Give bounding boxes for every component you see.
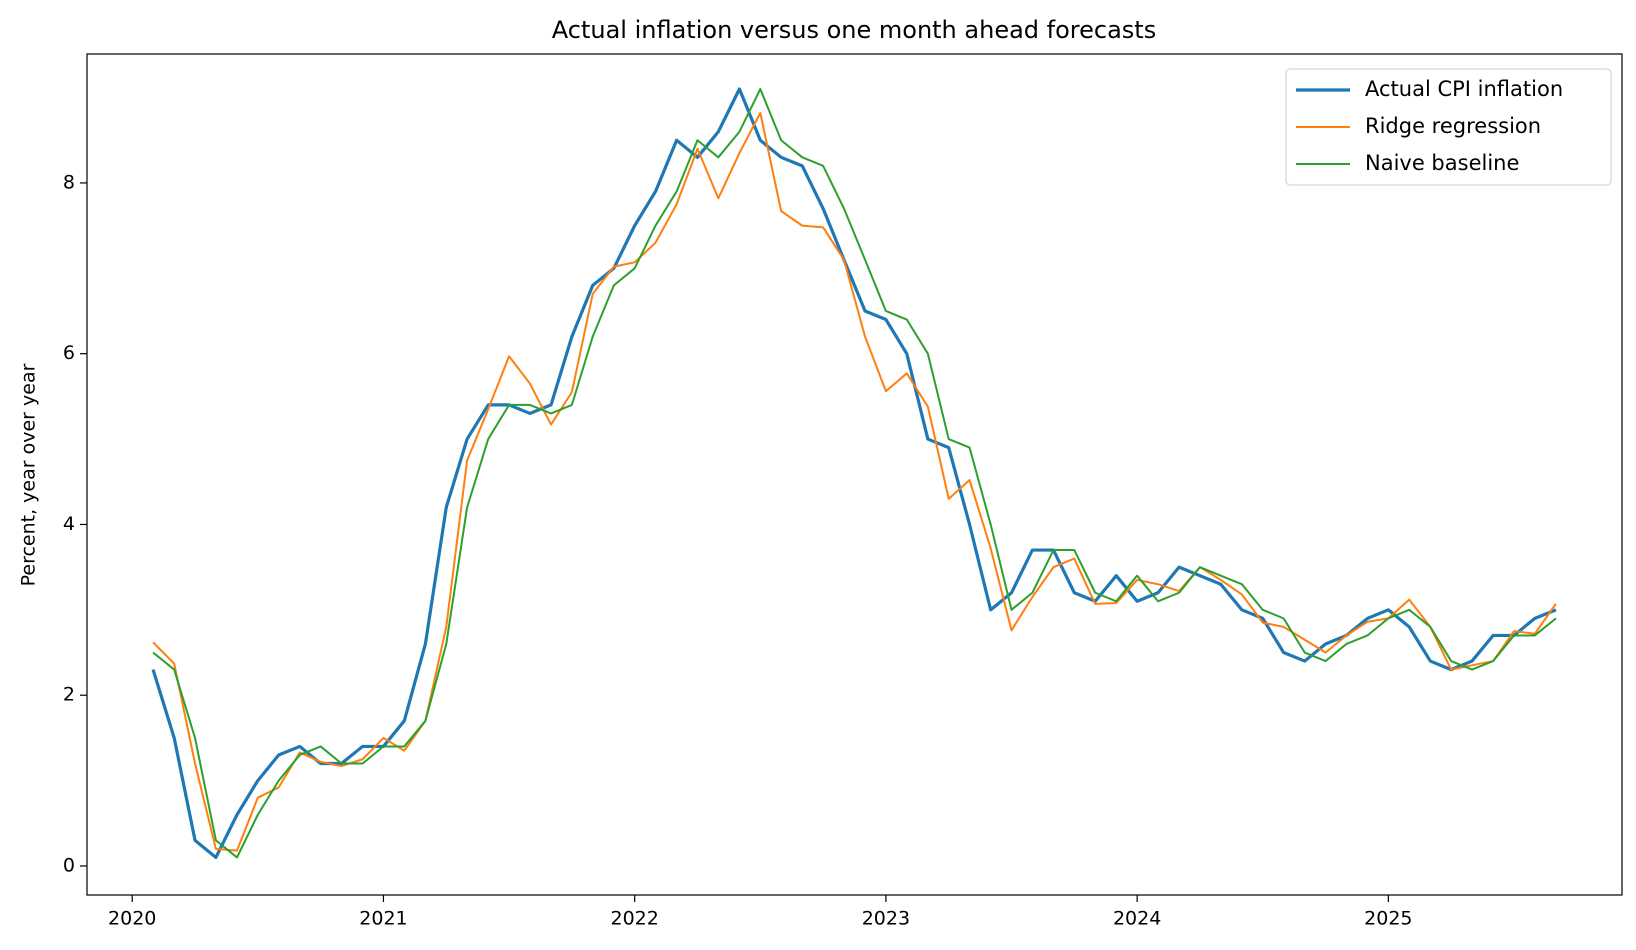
legend-label: Ridge regression: [1365, 114, 1541, 138]
legend-label: Naive baseline: [1365, 151, 1519, 175]
y-tick-label: 0: [63, 854, 75, 876]
x-tick-label: 2020: [108, 908, 156, 930]
y-axis-label: Percent, year over year: [18, 363, 40, 586]
legend-box: [1285, 68, 1612, 186]
x-tick-label: 2025: [1364, 908, 1412, 930]
y-tick-label: 8: [63, 171, 75, 193]
x-tick-label: 2023: [862, 908, 910, 930]
plot-frame: [86, 53, 1623, 896]
legend: Actual CPI inflation Ridge regression Naiv…: [1285, 68, 1612, 186]
chart-title: Actual inflation versus one month ahead …: [552, 16, 1156, 44]
x-tick-label: 2022: [610, 908, 658, 930]
x-tick-label: 2024: [1113, 908, 1161, 930]
legend-label: Actual CPI inflation: [1365, 77, 1563, 101]
series-line: [152, 111, 1557, 852]
series-line: [151, 87, 1557, 860]
y-tick-label: 2: [63, 684, 75, 706]
y-tick-label: 6: [63, 342, 75, 364]
x-tick-label: 2021: [359, 908, 407, 930]
series-line: [152, 88, 1557, 859]
y-tick-label: 4: [63, 513, 75, 535]
